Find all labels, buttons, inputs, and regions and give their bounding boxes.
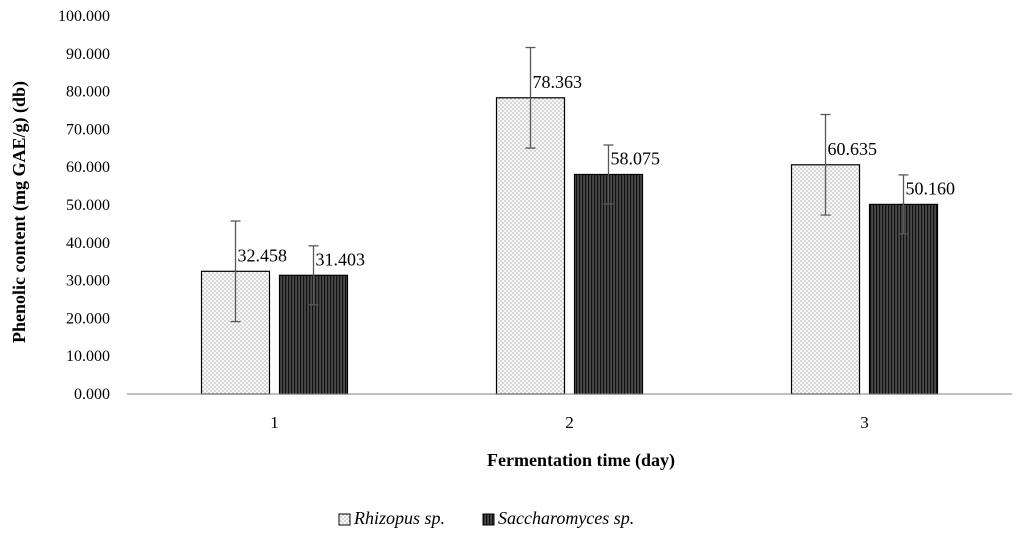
y-tick-label: 20.000 [66,310,110,327]
y-tick-label: 100.000 [58,8,110,25]
legend: Rhizopus sp. Saccharomyces sp. [338,508,634,528]
y-tick-label: 90.000 [66,46,110,63]
data-labels: 32.458 31.403 78.363 58.075 60.635 50.160 [238,72,956,270]
legend-swatch-saccharomyces [482,513,495,526]
y-tick-label: 80.000 [66,84,110,101]
y-tick-label: 40.000 [66,235,110,252]
x-tick-label: 3 [860,413,869,432]
x-tick-label: 2 [565,413,574,432]
rhizopus-data-label: 78.363 [533,72,583,92]
y-tick-label: 30.000 [66,273,110,290]
error-bars [230,46,909,323]
saccharomyces-data-label: 31.403 [316,249,366,269]
legend-swatch-rhizopus [338,513,351,526]
saccharomyces-bar [868,203,939,395]
y-tick-label: 60.000 [66,159,110,176]
rhizopus-data-label: 60.635 [828,139,878,159]
y-tick-label: 10.000 [66,348,110,365]
y-axis-title: Phenolic content (mg GAE/g) (db) [9,81,30,343]
y-tick-label: 0.000 [74,386,110,403]
y-tick-label: 50.000 [66,197,110,214]
legend-label-saccharomyces: Saccharomyces sp. [498,508,634,528]
y-axis: 0.000 10.000 20.000 30.000 40.000 50.000 60.00… [58,8,110,403]
saccharomyces-data-label: 58.075 [611,148,661,168]
y-tick-label: 70.000 [66,121,110,138]
saccharomyces-data-label: 50.160 [906,178,956,198]
bars [200,97,939,395]
x-axis: 1 2 3 [127,393,1012,432]
x-tick-label: 1 [270,413,279,432]
saccharomyces-bar [573,173,644,395]
legend-label-rhizopus: Rhizopus sp. [353,508,445,528]
rhizopus-data-label: 32.458 [238,245,288,265]
x-axis-title: Fermentation time (day) [487,450,675,471]
